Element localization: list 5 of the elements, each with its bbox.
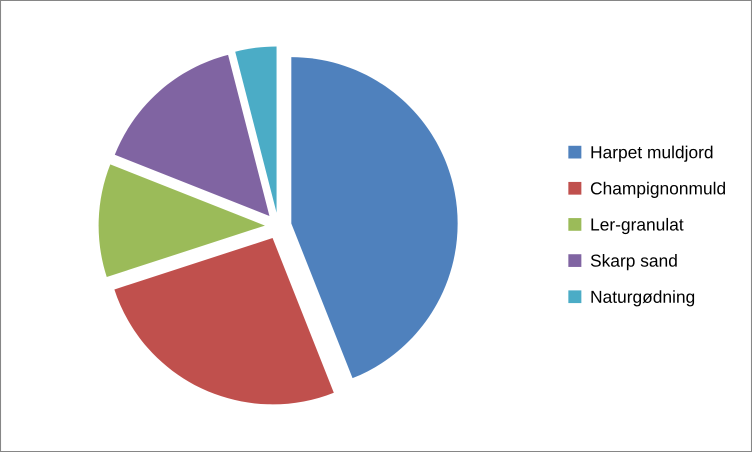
legend-label: Skarp sand [590, 254, 677, 270]
legend-label: Harpet muldjord [591, 146, 712, 162]
legend-label: Naturgødning [591, 290, 694, 306]
legend-label: Ler-granulat [591, 218, 684, 234]
legend-label: Champignonmuld [590, 182, 725, 198]
